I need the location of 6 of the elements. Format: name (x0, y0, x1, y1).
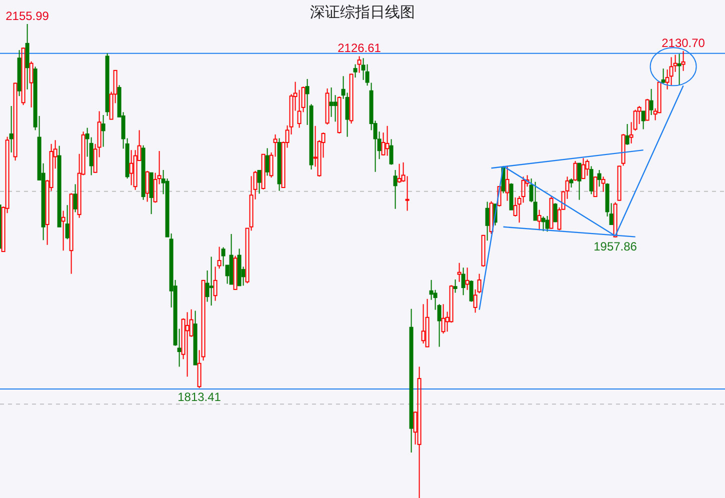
annotation: 1957.86 (594, 239, 637, 254)
annotation: 2155.99 (6, 9, 49, 23)
annotation: 1813.41 (178, 390, 221, 404)
annotation: 2130.70 (662, 36, 705, 50)
title: 深证综指日线图 (310, 4, 415, 21)
annotation: 2126.61 (338, 41, 381, 56)
